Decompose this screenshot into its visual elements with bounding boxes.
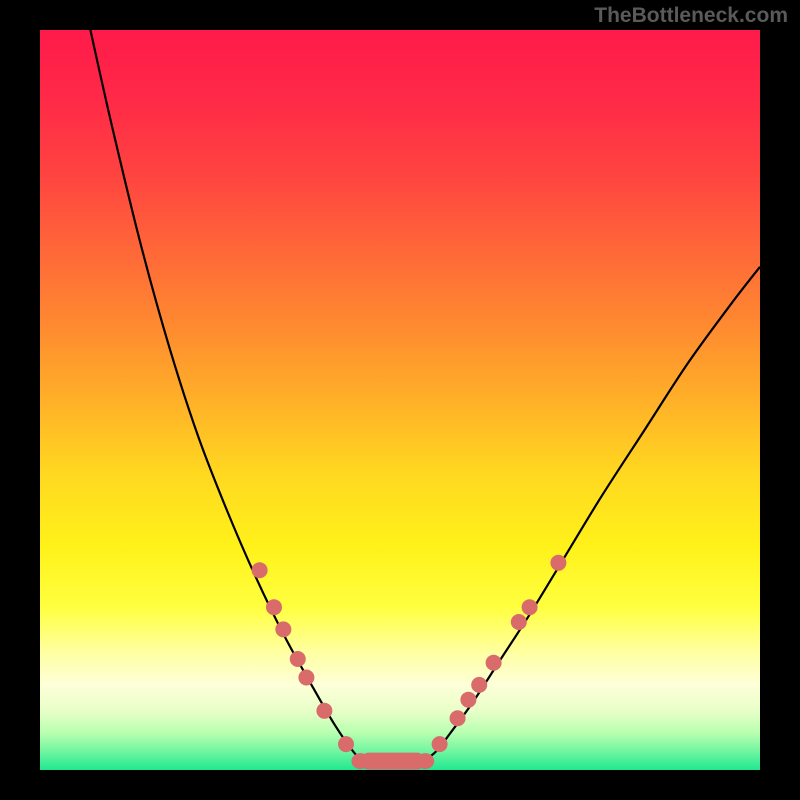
left-curve-marker <box>316 703 332 719</box>
bottom-bar-cap-left <box>351 753 369 769</box>
left-curve-marker <box>338 736 354 752</box>
right-curve-marker <box>550 555 566 571</box>
right-curve-marker <box>432 736 448 752</box>
chart-svg <box>40 30 760 770</box>
left-curve-marker <box>298 670 314 686</box>
watermark-text: TheBottleneck.com <box>594 4 788 28</box>
right-curve-marker <box>486 655 502 671</box>
left-curve-marker <box>290 651 306 667</box>
bottom-marker-bar <box>360 753 425 770</box>
plot-area <box>40 30 760 770</box>
right-curve-marker <box>450 710 466 726</box>
bottom-bar-cap-right <box>416 753 434 769</box>
left-curve-marker <box>266 599 282 615</box>
left-curve-marker <box>275 621 291 637</box>
gradient-background <box>40 30 760 770</box>
right-curve-marker <box>471 677 487 693</box>
right-curve-marker <box>522 599 538 615</box>
left-curve-marker <box>252 562 268 578</box>
right-curve-marker <box>511 614 527 630</box>
right-curve-marker <box>460 692 476 708</box>
